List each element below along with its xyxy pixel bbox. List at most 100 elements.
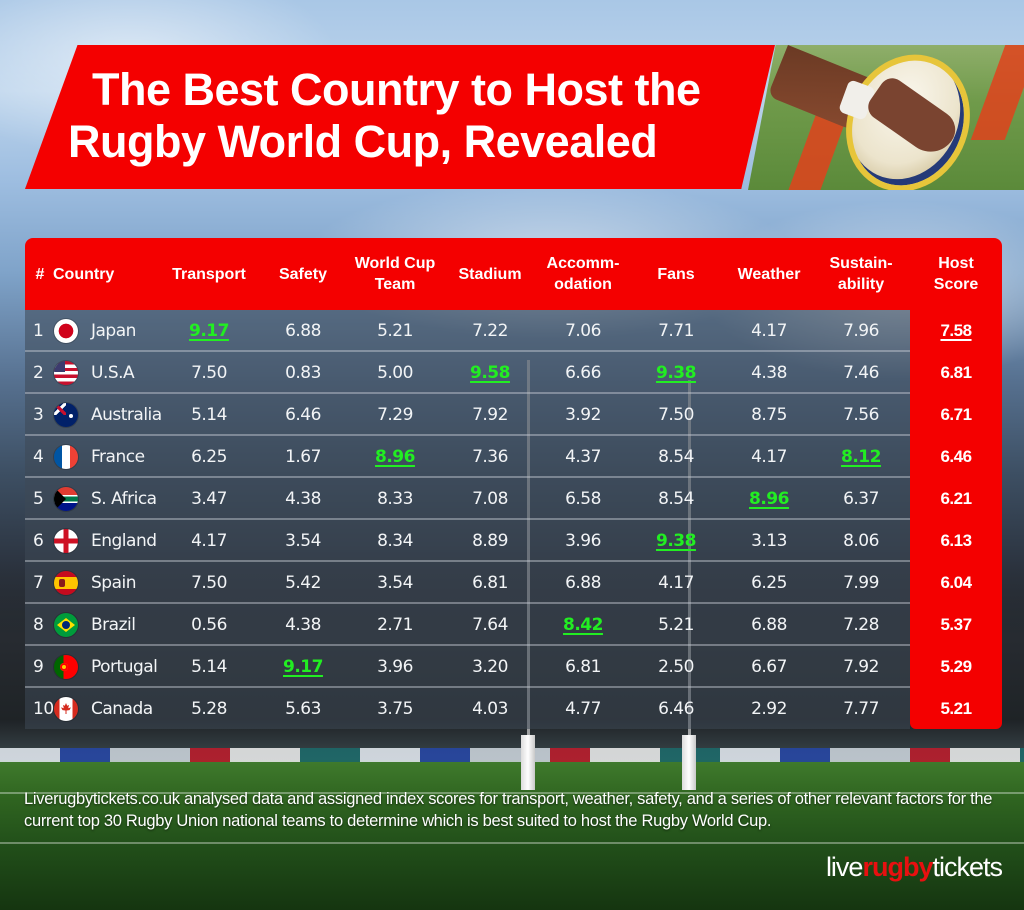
country-cell: Portugal: [91, 657, 158, 677]
ranking-table: # Country Transport Safety World Cup Tea…: [25, 238, 1002, 729]
logo-part-tickets: tickets: [932, 852, 1003, 882]
transport-cell: 3.47: [191, 489, 227, 509]
header-safety: Safety: [278, 265, 328, 283]
world-cup-team-cell: 3.54: [377, 573, 413, 593]
stadium-cell: 9.58: [470, 363, 510, 383]
safety-cell: 0.83: [285, 363, 321, 383]
row-divider: [25, 434, 910, 436]
country-cell: England: [91, 531, 157, 551]
row-divider: [25, 560, 910, 562]
safety-cell: 6.88: [285, 321, 321, 341]
fans-cell: 8.54: [658, 447, 694, 467]
row-divider: [25, 392, 910, 394]
world-cup-team-cell: 5.00: [377, 363, 413, 383]
rank-cell: 3: [33, 405, 44, 425]
weather-cell: 4.38: [751, 363, 787, 383]
header-accommodation: Accomm- odation: [546, 255, 620, 293]
header-world-cup-team: World Cup Team: [354, 255, 436, 293]
safety-cell: 4.38: [285, 489, 321, 509]
table-row: 2 U.S.A 7.50 0.83 5.00 9.58 6.66 9.38 4.38 7.46 6.…: [25, 352, 1002, 394]
stadium-cell: 6.81: [472, 573, 508, 593]
title-line-1: The Best Country to Host the: [92, 64, 701, 115]
accommodation-cell: 4.37: [565, 447, 601, 467]
rugby-pitch: [0, 762, 1024, 910]
weather-cell: 8.75: [751, 405, 787, 425]
world-cup-team-cell: 3.96: [377, 657, 413, 677]
weather-cell: 8.96: [749, 489, 789, 509]
transport-cell: 5.14: [191, 405, 227, 425]
host-score-cell: 6.21: [940, 489, 972, 508]
accommodation-cell: 8.42: [563, 615, 603, 635]
transport-cell: 7.50: [191, 363, 227, 383]
accommodation-cell: 6.81: [565, 657, 601, 677]
country-cell: Japan: [91, 321, 136, 341]
transport-cell: 5.14: [191, 657, 227, 677]
australia-flag-icon: [54, 403, 78, 427]
safety-cell: 3.54: [285, 531, 321, 551]
sustainability-cell: 6.37: [843, 489, 879, 509]
photo-stripe: [970, 45, 1024, 140]
host-score-cell: 5.29: [940, 657, 972, 676]
goalpost-pad: [521, 735, 535, 790]
fans-cell: 7.71: [658, 321, 694, 341]
fans-cell: 6.46: [658, 699, 694, 719]
rank-cell: 7: [33, 573, 44, 593]
host-score-cell: 5.37: [940, 615, 972, 634]
methodology-description: Liverugbytickets.co.uk analysed data and…: [24, 790, 993, 830]
header-stadium: Stadium: [458, 265, 522, 283]
transport-cell: 0.56: [191, 615, 227, 635]
pitch-line: [0, 792, 1024, 794]
logo-part-live: live: [825, 852, 864, 882]
sustainability-cell: 7.56: [843, 405, 879, 425]
table-row: 1 Japan 9.17 6.88 5.21 7.22 7.06 7.71 4.17 7.96 7.…: [25, 310, 1002, 352]
header-host-score: Host Score: [933, 255, 979, 293]
safety-cell: 4.38: [285, 615, 321, 635]
table-row: 8 Brazil 0.56 4.38 2.71 7.64 8.42 5.21 6.88 7.28 5…: [25, 604, 1002, 646]
transport-cell: 4.17: [191, 531, 227, 551]
stadium-cell: 7.36: [472, 447, 508, 467]
safety-cell: 1.67: [285, 447, 321, 467]
table-body: [25, 310, 910, 729]
header-sustainability: Sustain- ability: [829, 255, 893, 293]
fans-cell: 7.50: [658, 405, 694, 425]
country-cell: S. Africa: [91, 489, 157, 509]
brand-logo: liverugbytickets: [825, 852, 1003, 883]
accommodation-cell: 7.06: [565, 321, 601, 341]
row-divider: [25, 686, 910, 688]
france-flag-icon: [54, 445, 78, 469]
rank-cell: 10: [33, 699, 54, 719]
header-fans: Fans: [657, 265, 695, 283]
weather-cell: 6.25: [751, 573, 787, 593]
canada-flag-icon: [54, 697, 78, 721]
advertising-boards: [0, 748, 1024, 762]
page-title: The Best Country to Host the Rugby World…: [68, 64, 748, 168]
stadium-cell: 3.20: [472, 657, 508, 677]
row-divider: [25, 602, 910, 604]
row-divider: [25, 476, 910, 478]
world-cup-team-cell: 8.33: [377, 489, 413, 509]
weather-cell: 6.88: [751, 615, 787, 635]
accommodation-cell: 4.77: [565, 699, 601, 719]
row-divider: [25, 350, 910, 352]
spain-flag-icon: [54, 571, 78, 595]
stadium-cell: 7.92: [472, 405, 508, 425]
country-cell: Brazil: [91, 615, 136, 635]
rank-cell: 5: [33, 489, 44, 509]
accommodation-cell: 3.96: [565, 531, 601, 551]
sustainability-cell: 8.06: [843, 531, 879, 551]
sustainability-cell: 7.46: [843, 363, 879, 383]
fans-cell: 2.50: [658, 657, 694, 677]
goalpost-pad: [682, 735, 696, 790]
table-header: # Country Transport Safety World Cup Tea…: [25, 238, 1002, 310]
fans-cell: 5.21: [658, 615, 694, 635]
transport-cell: 9.17: [189, 321, 229, 341]
fans-cell: 9.38: [656, 531, 696, 551]
host-score-cell: 7.58: [940, 321, 972, 340]
rank-cell: 2: [33, 363, 44, 383]
logo-part-rugby: rugby: [862, 852, 933, 882]
portugal-flag-icon: [54, 655, 78, 679]
transport-cell: 6.25: [191, 447, 227, 467]
title-line-2: Rugby World Cup, Revealed: [68, 116, 658, 167]
world-cup-team-cell: 5.21: [377, 321, 413, 341]
fans-cell: 4.17: [658, 573, 694, 593]
